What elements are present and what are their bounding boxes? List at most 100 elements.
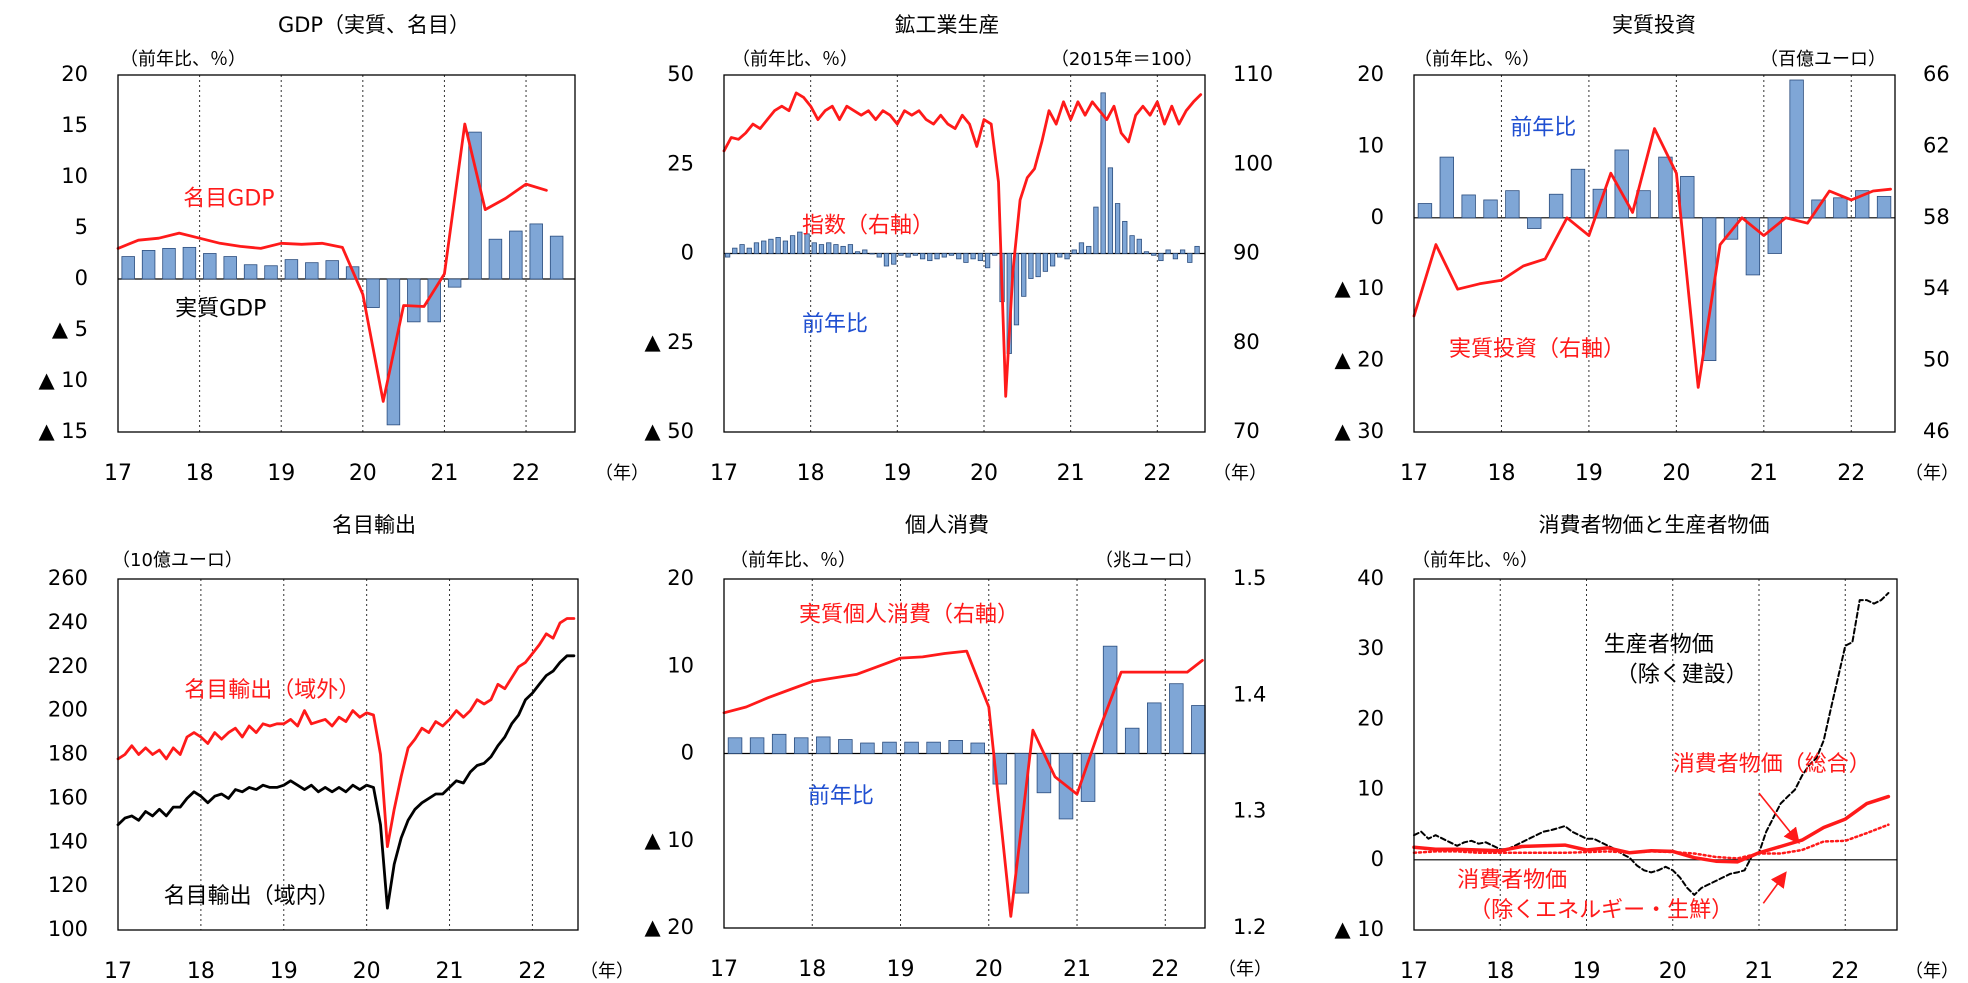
y-tick-label-left: 0 bbox=[681, 241, 694, 265]
chart-prices: 消費者物価と生産者物価（前年比、％） 40 30 20 10 0 ▲ 10 17 18 19 20 2… bbox=[1334, 513, 1959, 983]
x-tick-label: 22 bbox=[1151, 957, 1179, 982]
bar bbox=[1179, 249, 1186, 254]
chart-inv: 実質投資 （前年比、％） （百億ユーロ） 20 10 0 ▲ 10 ▲ 20 ▲ 30 66 62 5… bbox=[1334, 13, 1959, 486]
bar bbox=[1165, 249, 1171, 254]
bar bbox=[1143, 251, 1150, 254]
y-tick-label-left: ▲ 25 bbox=[644, 330, 694, 354]
bar bbox=[1035, 253, 1041, 278]
bar bbox=[1527, 217, 1542, 229]
plot-frame bbox=[117, 74, 576, 433]
bar bbox=[1093, 206, 1099, 254]
series-label: 前年比 bbox=[808, 784, 874, 809]
y-tick-label-right: 1.3 bbox=[1233, 799, 1266, 823]
bar bbox=[771, 733, 787, 754]
y-tick-label-left: ▲ 15 bbox=[38, 419, 88, 443]
bar bbox=[963, 253, 969, 263]
x-tick-label: 19 bbox=[267, 461, 295, 486]
bar bbox=[1057, 253, 1063, 258]
year-unit-label: （年） bbox=[1213, 463, 1267, 484]
bar bbox=[325, 260, 339, 280]
chart-ip: 鉱工業生産 （前年比、％） （2015年＝100） 50 25 0 ▲ 25 ▲ 50 110 1… bbox=[644, 13, 1273, 486]
annotation-arrow bbox=[1762, 871, 1787, 904]
y-tick-label-left: 20 bbox=[1357, 62, 1384, 86]
bar bbox=[1071, 249, 1077, 254]
y-tick-label-left: 15 bbox=[61, 113, 88, 137]
y-tick-label-left: ▲ 10 bbox=[644, 828, 694, 852]
bar bbox=[854, 251, 861, 254]
bar bbox=[904, 741, 919, 754]
year-unit-label: （年） bbox=[595, 463, 649, 484]
bar bbox=[732, 247, 738, 254]
bar bbox=[488, 238, 503, 280]
x-tick-label: 17 bbox=[104, 461, 132, 486]
y-tick-label-left: ▲ 10 bbox=[1334, 917, 1384, 941]
bar bbox=[816, 736, 831, 754]
bar bbox=[1124, 727, 1140, 754]
bar bbox=[1789, 79, 1804, 219]
bar bbox=[992, 253, 998, 256]
series-line bbox=[116, 654, 576, 910]
bar bbox=[768, 238, 774, 254]
bar bbox=[1876, 195, 1892, 219]
bar bbox=[1151, 253, 1157, 256]
y-tick-label-left: 30 bbox=[1357, 636, 1384, 660]
y-tick-label-left: 260 bbox=[48, 566, 88, 590]
y-tick-label-left: ▲ 20 bbox=[1334, 348, 1384, 372]
y-tick-label-left: ▲ 10 bbox=[38, 368, 88, 392]
x-tick-label: 18 bbox=[798, 957, 826, 982]
y-tick-label-left: 0 bbox=[681, 741, 694, 765]
bar bbox=[934, 253, 940, 260]
bar bbox=[1136, 238, 1142, 254]
bar bbox=[898, 253, 904, 256]
bar bbox=[826, 242, 832, 254]
x-tick-label: 19 bbox=[1573, 959, 1601, 983]
bar bbox=[162, 247, 176, 280]
x-tick-label: 17 bbox=[1400, 959, 1428, 983]
x-tick-label: 22 bbox=[1837, 461, 1865, 486]
bar bbox=[782, 240, 789, 254]
bar bbox=[529, 223, 543, 280]
x-tick-label: 22 bbox=[512, 461, 540, 486]
unit-left-label: （前年比、％） bbox=[730, 550, 856, 571]
plot-frame bbox=[723, 578, 1206, 929]
bar bbox=[407, 278, 421, 323]
bar bbox=[141, 250, 156, 280]
y-tick-label-left: 180 bbox=[48, 742, 88, 766]
year-unit-label: （年） bbox=[580, 961, 634, 982]
bar bbox=[926, 741, 941, 754]
bar bbox=[775, 237, 781, 254]
bar bbox=[203, 253, 217, 280]
bar bbox=[804, 233, 810, 254]
x-tick-label: 19 bbox=[270, 959, 298, 983]
y-tick-label-right: 1.4 bbox=[1233, 682, 1266, 706]
x-tick-label: 21 bbox=[430, 461, 458, 486]
bar bbox=[1021, 253, 1027, 297]
bar bbox=[753, 242, 760, 254]
series-label: 名目輸出（域内） bbox=[164, 884, 340, 909]
y-tick-label-right: 1.5 bbox=[1233, 566, 1266, 590]
x-tick-label: 21 bbox=[1057, 461, 1085, 486]
bar bbox=[793, 737, 809, 754]
x-tick-label: 18 bbox=[1487, 461, 1515, 486]
bar bbox=[840, 245, 846, 254]
unit-left-label: （前年比、％） bbox=[120, 49, 246, 70]
bar bbox=[948, 740, 963, 754]
y-tick-label-right: 50 bbox=[1923, 348, 1950, 372]
bar bbox=[284, 259, 299, 280]
bar bbox=[1833, 197, 1848, 219]
y-tick-label-left: 0 bbox=[1371, 205, 1384, 229]
bar bbox=[761, 240, 767, 254]
x-tick-label: 17 bbox=[1400, 461, 1428, 486]
series-label: 名目GDP bbox=[183, 186, 274, 211]
bar bbox=[1570, 168, 1586, 219]
bar bbox=[264, 265, 278, 280]
bar bbox=[912, 253, 919, 256]
bar bbox=[1701, 217, 1717, 362]
bar bbox=[366, 278, 380, 308]
series-line bbox=[1413, 592, 1890, 896]
year-unit-label: （年） bbox=[1905, 961, 1959, 982]
y-tick-label-left: 0 bbox=[75, 266, 88, 290]
bar bbox=[927, 253, 933, 262]
bar bbox=[970, 742, 985, 754]
x-tick-label: 18 bbox=[186, 461, 214, 486]
